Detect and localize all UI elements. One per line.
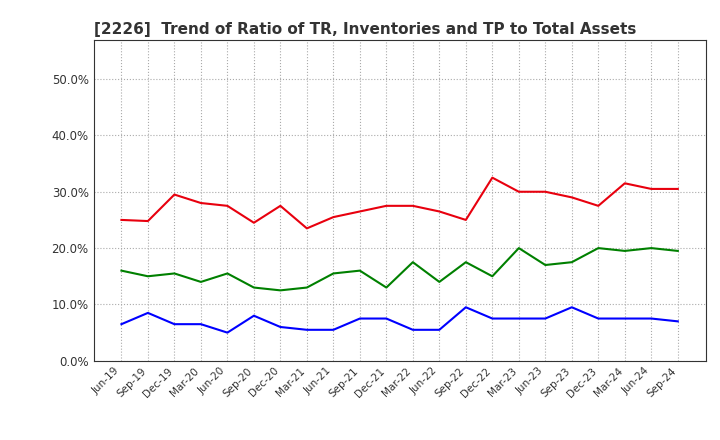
Inventories: [541, 316, 549, 321]
Trade Payables: [302, 285, 311, 290]
Trade Payables: [515, 246, 523, 251]
Trade Receivables: [382, 203, 391, 209]
Line: Trade Payables: Trade Payables: [122, 248, 678, 290]
Inventories: [488, 316, 497, 321]
Trade Payables: [197, 279, 205, 285]
Line: Trade Receivables: Trade Receivables: [122, 178, 678, 228]
Trade Receivables: [435, 209, 444, 214]
Trade Receivables: [356, 209, 364, 214]
Trade Receivables: [567, 195, 576, 200]
Trade Payables: [594, 246, 603, 251]
Trade Payables: [170, 271, 179, 276]
Trade Payables: [250, 285, 258, 290]
Inventories: [594, 316, 603, 321]
Inventories: [647, 316, 656, 321]
Trade Payables: [462, 260, 470, 265]
Trade Receivables: [647, 186, 656, 191]
Trade Payables: [567, 260, 576, 265]
Inventories: [223, 330, 232, 335]
Trade Receivables: [302, 226, 311, 231]
Trade Receivables: [515, 189, 523, 194]
Inventories: [408, 327, 417, 333]
Trade Receivables: [541, 189, 549, 194]
Trade Payables: [276, 288, 284, 293]
Inventories: [302, 327, 311, 333]
Trade Receivables: [223, 203, 232, 209]
Trade Payables: [435, 279, 444, 285]
Trade Receivables: [329, 214, 338, 220]
Line: Inventories: Inventories: [122, 307, 678, 333]
Inventories: [170, 322, 179, 327]
Trade Payables: [647, 246, 656, 251]
Inventories: [673, 319, 682, 324]
Trade Receivables: [462, 217, 470, 223]
Trade Receivables: [250, 220, 258, 225]
Inventories: [435, 327, 444, 333]
Inventories: [276, 324, 284, 330]
Trade Receivables: [143, 218, 152, 224]
Inventories: [250, 313, 258, 319]
Trade Receivables: [594, 203, 603, 209]
Trade Payables: [329, 271, 338, 276]
Trade Receivables: [408, 203, 417, 209]
Trade Payables: [143, 274, 152, 279]
Trade Payables: [673, 248, 682, 253]
Inventories: [621, 316, 629, 321]
Inventories: [117, 322, 126, 327]
Inventories: [515, 316, 523, 321]
Inventories: [462, 304, 470, 310]
Trade Receivables: [673, 186, 682, 191]
Trade Payables: [117, 268, 126, 273]
Trade Receivables: [488, 175, 497, 180]
Inventories: [197, 322, 205, 327]
Trade Payables: [408, 260, 417, 265]
Trade Receivables: [276, 203, 284, 209]
Trade Receivables: [197, 200, 205, 205]
Trade Payables: [621, 248, 629, 253]
Trade Payables: [382, 285, 391, 290]
Inventories: [143, 310, 152, 315]
Trade Receivables: [170, 192, 179, 197]
Trade Payables: [356, 268, 364, 273]
Inventories: [356, 316, 364, 321]
Trade Payables: [223, 271, 232, 276]
Inventories: [382, 316, 391, 321]
Trade Payables: [488, 274, 497, 279]
Trade Payables: [541, 262, 549, 268]
Trade Receivables: [117, 217, 126, 223]
Text: [2226]  Trend of Ratio of TR, Inventories and TP to Total Assets: [2226] Trend of Ratio of TR, Inventories…: [94, 22, 636, 37]
Inventories: [329, 327, 338, 333]
Inventories: [567, 304, 576, 310]
Trade Receivables: [621, 181, 629, 186]
